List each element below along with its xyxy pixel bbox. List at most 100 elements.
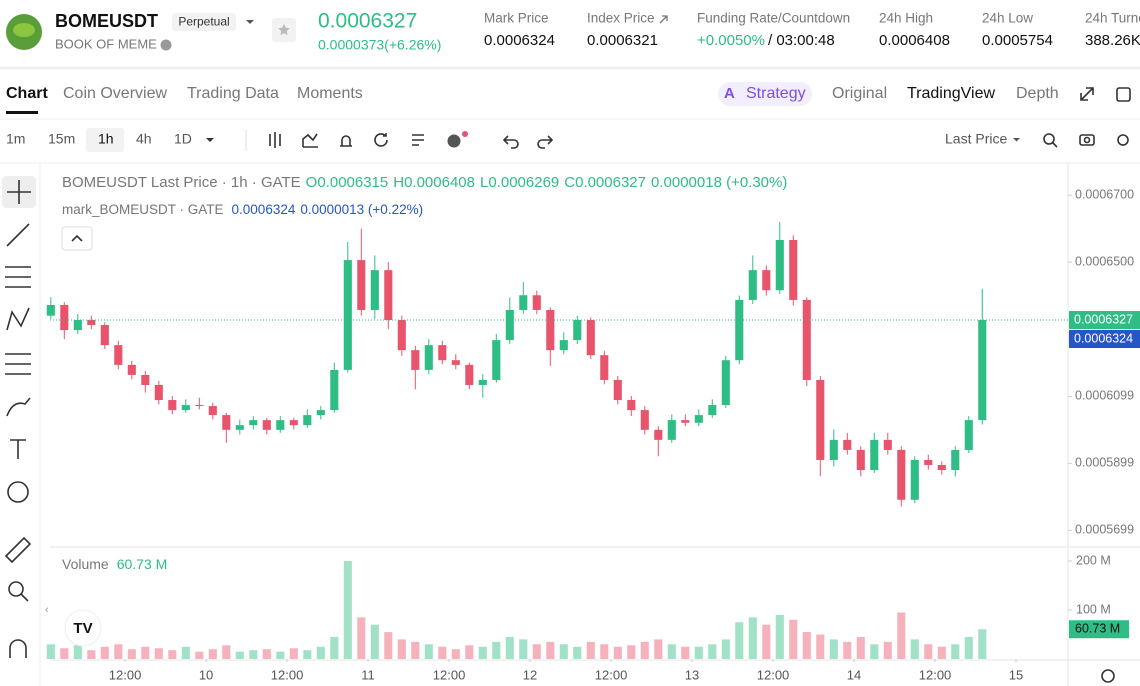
compare-icon[interactable] <box>447 134 461 148</box>
candle-body <box>681 420 690 423</box>
tab[interactable]: Trading Data <box>187 85 279 102</box>
view-option[interactable]: Strategy <box>746 85 806 102</box>
interval[interactable]: 1m <box>6 131 25 147</box>
camera-icon[interactable] <box>1079 134 1095 146</box>
volume-tick-label: 100 M <box>1076 602 1111 616</box>
volume-bar <box>883 641 892 659</box>
collapse-handle[interactable]: ‹ <box>45 604 49 616</box>
y-tick-label: 0.0006500 <box>1075 254 1134 268</box>
mark-legend: mark_BOMEUSDT · GATE 0.0006324 0.0000013 (… <box>62 202 423 217</box>
volume-bar <box>141 646 150 659</box>
interval[interactable]: 1h <box>98 131 114 147</box>
legend-low: L0.0006269 <box>480 174 559 191</box>
volume-bar <box>735 622 744 659</box>
view-option[interactable]: Original <box>832 85 887 102</box>
axis-settings[interactable] <box>1101 669 1115 683</box>
template-icon[interactable] <box>412 134 424 146</box>
volume-bar <box>843 641 852 659</box>
stat-label: 24h Turnover <box>1085 11 1140 26</box>
interval-dropdown[interactable] <box>206 138 214 142</box>
text-tool[interactable] <box>10 439 26 459</box>
magnet-tool[interactable] <box>9 639 27 658</box>
volume-bar <box>249 650 258 659</box>
x-tick-label: 14 <box>847 667 861 682</box>
volume-bar <box>870 644 879 659</box>
volume-bar <box>559 644 568 659</box>
candle-body <box>303 415 312 426</box>
volume-bar <box>154 648 163 659</box>
undo-icon[interactable] <box>502 135 519 149</box>
view-option[interactable]: Depth <box>1016 85 1059 102</box>
zoom-tool[interactable] <box>8 581 24 597</box>
x-tick-label: 12:00 <box>271 667 304 682</box>
x-tick-label: 12:00 <box>433 667 466 682</box>
interval[interactable]: 4h <box>136 131 152 147</box>
toolbar-icons <box>269 132 1129 149</box>
line-tool[interactable] <box>6 223 30 247</box>
candle-body <box>937 464 946 471</box>
volume-bar <box>235 651 244 659</box>
candle-body <box>613 379 622 401</box>
info-icon[interactable] <box>160 39 172 51</box>
window-icon[interactable] <box>1116 87 1131 102</box>
price-source[interactable]: Last Price <box>945 131 1007 147</box>
fullscreen-icon[interactable] <box>1080 87 1094 101</box>
candle-body <box>235 425 244 430</box>
candle-body <box>978 320 987 421</box>
fib-tool[interactable] <box>5 266 31 288</box>
tab[interactable]: Chart <box>6 85 48 102</box>
strategy-pill[interactable] <box>718 82 812 106</box>
tab[interactable]: Coin Overview <box>63 85 167 102</box>
candles-icon[interactable] <box>269 132 281 148</box>
candle-body <box>883 439 892 450</box>
symbol-dropdown[interactable] <box>246 20 254 24</box>
candle-body <box>546 309 555 351</box>
active-tab-underline <box>6 111 38 114</box>
x-tick-label: 11 <box>361 667 375 682</box>
emoji-tool[interactable] <box>7 481 29 503</box>
volume-bar <box>721 639 730 659</box>
volume-bar <box>181 646 190 659</box>
tab[interactable]: Moments <box>297 85 363 102</box>
volume-bar <box>127 649 136 659</box>
volume-bar <box>789 619 798 659</box>
notification-dot <box>462 131 468 137</box>
projection-tool[interactable] <box>5 353 31 375</box>
ruler-tool[interactable] <box>4 536 32 564</box>
pattern-tool[interactable] <box>6 307 30 331</box>
search-icon[interactable] <box>1043 133 1055 145</box>
collapse-legend[interactable] <box>61 226 93 251</box>
brush-tool[interactable] <box>6 397 31 417</box>
volume-tick-label: 200 M <box>1076 553 1111 567</box>
x-tick-label: 15 <box>1009 667 1023 682</box>
redo-icon[interactable] <box>537 135 554 149</box>
interval[interactable]: 15m <box>48 131 75 147</box>
volume-bar <box>262 649 271 659</box>
refresh-icon[interactable] <box>374 133 388 147</box>
candle-body <box>654 429 663 440</box>
candle-body <box>249 420 258 426</box>
view-option[interactable]: TradingView <box>907 85 995 102</box>
interval[interactable]: 1D <box>174 131 192 147</box>
stat-value-text: 0.0005754 <box>982 32 1053 49</box>
external-link-icon[interactable] <box>659 15 668 24</box>
volume-bar <box>100 646 109 659</box>
coin-icon-face <box>13 23 35 37</box>
volume-bar <box>546 641 555 659</box>
x-tick-label: 13 <box>685 667 699 682</box>
candle-body <box>46 304 55 316</box>
volume-badge <box>1069 620 1129 639</box>
tradingview-logo[interactable] <box>64 609 102 647</box>
settings-icon[interactable] <box>1117 134 1129 146</box>
indicators-icon[interactable] <box>302 133 318 148</box>
contract-pill <box>172 13 236 31</box>
crosshair-tool[interactable] <box>7 180 31 204</box>
volume-bar <box>802 632 811 659</box>
candle-body <box>789 240 798 300</box>
alert-icon[interactable] <box>340 135 352 147</box>
price-source-dropdown[interactable] <box>1013 138 1020 142</box>
candle-body <box>640 410 649 430</box>
y-tick-label: 0.0005699 <box>1075 523 1134 537</box>
volume-bar <box>667 644 676 659</box>
